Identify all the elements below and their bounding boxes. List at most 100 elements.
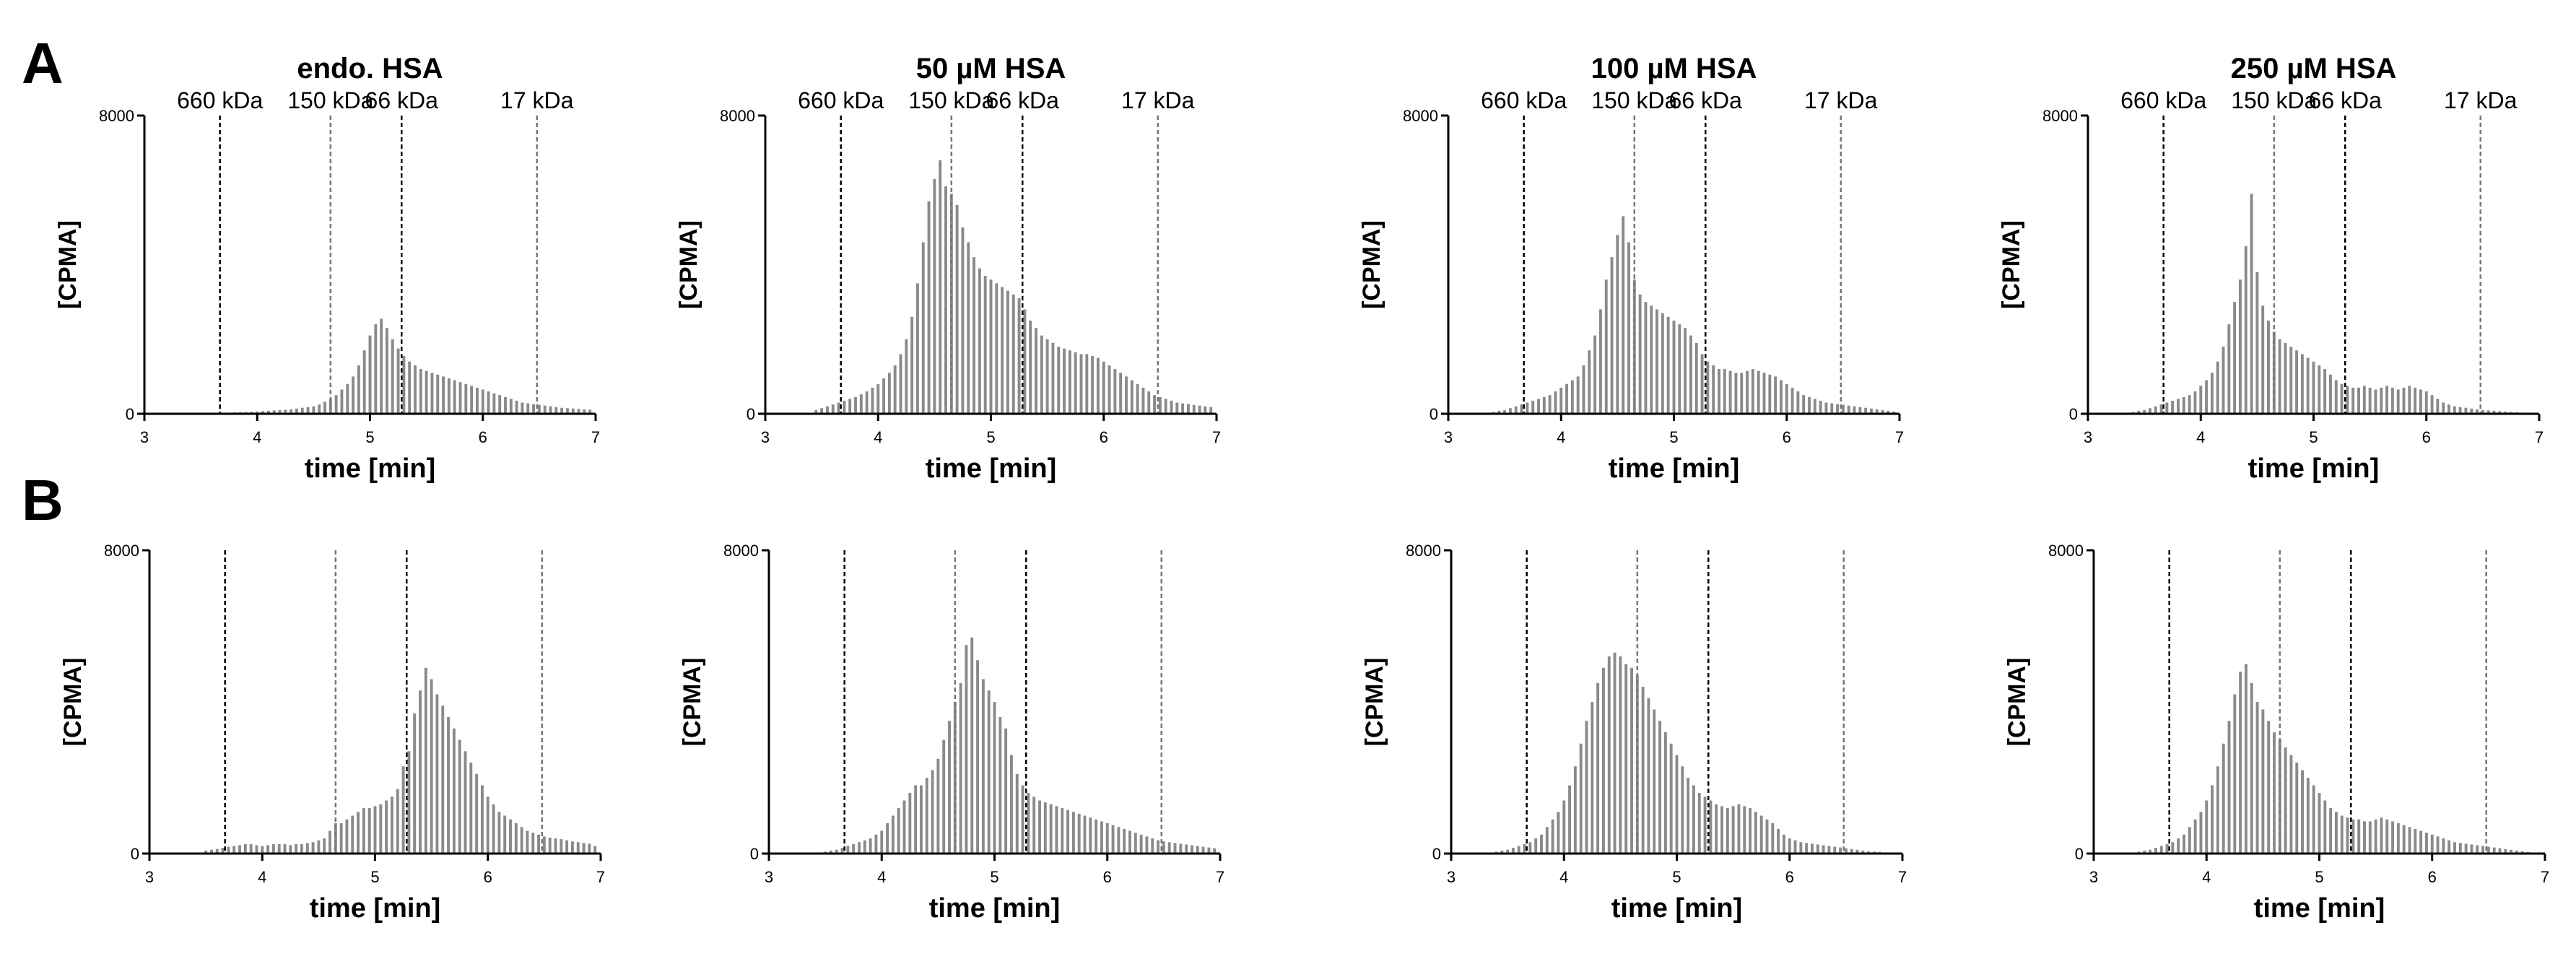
- bar: [2177, 838, 2180, 854]
- bar: [1796, 391, 1800, 414]
- bar: [846, 846, 850, 854]
- bar: [345, 819, 349, 854]
- bar: [351, 815, 354, 854]
- bar: [318, 404, 321, 414]
- bar: [880, 830, 884, 854]
- bar: [837, 402, 840, 414]
- marker-label: 17 kDa: [2444, 87, 2518, 113]
- bar: [458, 382, 462, 414]
- bar: [2329, 808, 2333, 854]
- bar: [504, 396, 507, 414]
- bar: [1526, 402, 1529, 414]
- bar: [1723, 369, 1726, 414]
- bar: [1503, 409, 1507, 414]
- bar: [1063, 348, 1066, 414]
- x-tick-label: 5: [986, 428, 995, 446]
- bar: [897, 808, 900, 854]
- bar: [277, 843, 281, 854]
- bar: [814, 409, 818, 414]
- bar: [2289, 347, 2293, 414]
- bar: [1006, 290, 1009, 414]
- bar: [1672, 320, 1676, 414]
- bar: [1793, 840, 1797, 854]
- bar: [2385, 386, 2389, 414]
- bar: [2396, 389, 2400, 414]
- bar: [863, 840, 866, 854]
- bar: [2470, 408, 2473, 414]
- bar: [1751, 369, 1754, 414]
- bar: [531, 833, 535, 854]
- bar: [1749, 808, 1752, 854]
- bar: [515, 400, 518, 414]
- x-axis-label: time [min]: [2248, 454, 2380, 484]
- bar: [2154, 848, 2157, 854]
- x-tick-label: 3: [765, 868, 773, 886]
- bar: [419, 690, 422, 854]
- bar: [593, 846, 597, 854]
- x-tick-label: 5: [1669, 428, 1678, 446]
- bar: [2295, 350, 2299, 414]
- bar: [447, 717, 451, 854]
- bar: [367, 808, 371, 854]
- marker-label: 150 kDa: [1591, 87, 1677, 113]
- bar: [1015, 773, 1019, 854]
- bar: [521, 402, 524, 414]
- bar: [2408, 827, 2411, 854]
- bar: [340, 389, 344, 414]
- bar: [1545, 827, 1549, 854]
- bar: [447, 378, 451, 414]
- bar: [2453, 842, 2456, 854]
- bar: [300, 407, 304, 414]
- bar: [886, 823, 889, 854]
- bar: [2165, 402, 2169, 414]
- bar: [323, 838, 326, 854]
- bar: [232, 846, 236, 854]
- bar: [1718, 369, 1720, 414]
- bar: [334, 395, 338, 414]
- bar: [436, 374, 440, 414]
- bar: [989, 279, 993, 414]
- bar: [1678, 324, 1681, 414]
- bar: [1520, 404, 1523, 414]
- bar: [983, 275, 987, 414]
- bar: [2504, 411, 2507, 414]
- bar: [352, 376, 355, 415]
- bar: [1181, 403, 1185, 414]
- bar: [2515, 850, 2518, 854]
- marker-label: 66 kDa: [1669, 87, 1743, 113]
- y-tick-label: 0: [747, 405, 755, 423]
- bar: [2318, 365, 2321, 414]
- bar: [893, 365, 897, 414]
- bar: [1004, 728, 1008, 854]
- bar: [2402, 387, 2406, 414]
- y-axis-label: [CPMA]: [675, 220, 702, 309]
- bar: [408, 361, 412, 414]
- bar: [588, 843, 591, 854]
- bar: [931, 770, 934, 854]
- bar: [1650, 305, 1653, 414]
- bar: [255, 845, 258, 854]
- bar: [419, 369, 422, 414]
- bar: [2419, 830, 2423, 854]
- bar: [1157, 840, 1160, 854]
- bar: [965, 645, 968, 854]
- bar: [1582, 365, 1585, 414]
- bar: [2301, 770, 2305, 854]
- bar: [1855, 849, 1859, 854]
- bar: [1847, 405, 1850, 414]
- bar: [1576, 376, 1580, 415]
- x-tick-label: 4: [253, 428, 261, 446]
- bar: [588, 409, 592, 414]
- bar: [869, 838, 872, 854]
- bar: [2250, 194, 2253, 414]
- bar: [1816, 844, 1819, 854]
- bar: [385, 328, 388, 414]
- bar: [978, 268, 981, 414]
- bar: [874, 834, 878, 854]
- bar: [2396, 823, 2400, 854]
- bar: [1548, 395, 1552, 414]
- x-tick-label: 4: [2196, 428, 2205, 446]
- bar: [835, 849, 838, 854]
- bar: [1622, 216, 1625, 414]
